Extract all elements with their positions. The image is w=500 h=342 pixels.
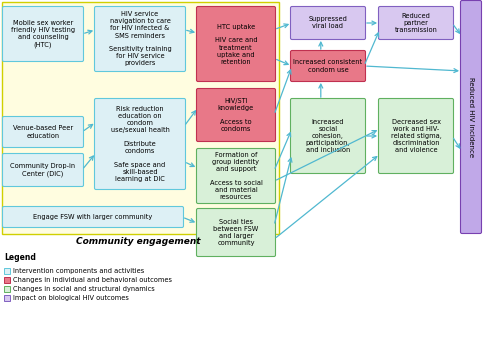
- Text: Legend: Legend: [4, 253, 36, 262]
- Bar: [4, 277, 10, 283]
- FancyBboxPatch shape: [460, 0, 481, 234]
- Text: Decreased sex
work and HIV-
related stigma,
discrimination
and violence: Decreased sex work and HIV- related stig…: [390, 119, 442, 153]
- FancyBboxPatch shape: [290, 98, 366, 173]
- Text: Suppressed
viral load: Suppressed viral load: [308, 16, 348, 29]
- Text: HIV service
navigation to care
for HIV infected &
SMS reminders

Sensitivity tra: HIV service navigation to care for HIV i…: [108, 12, 172, 66]
- Text: Venue-based Peer
education: Venue-based Peer education: [13, 126, 73, 139]
- FancyBboxPatch shape: [94, 6, 186, 71]
- Text: Risk reduction
education on
condom
use/sexual health

Distribute
condoms

Safe s: Risk reduction education on condom use/s…: [110, 106, 170, 182]
- Text: Changes in individual and behavioral outcomes: Changes in individual and behavioral out…: [13, 277, 172, 283]
- FancyBboxPatch shape: [2, 117, 84, 147]
- FancyBboxPatch shape: [2, 207, 184, 227]
- FancyBboxPatch shape: [196, 148, 276, 203]
- Bar: [2, 2, 279, 234]
- Text: Increased consistent
condom use: Increased consistent condom use: [294, 60, 362, 73]
- FancyBboxPatch shape: [196, 6, 276, 81]
- FancyBboxPatch shape: [290, 51, 366, 81]
- Bar: [4, 286, 10, 292]
- Text: Community engagement: Community engagement: [76, 237, 200, 247]
- Text: Mobile sex worker
friendly HIV testing
and counseling
(HTC): Mobile sex worker friendly HIV testing a…: [11, 20, 75, 48]
- Text: Impact on biological HIV outcomes: Impact on biological HIV outcomes: [13, 295, 129, 301]
- FancyBboxPatch shape: [196, 209, 276, 256]
- Text: HIV/STI
knowledge

Access to
condoms: HIV/STI knowledge Access to condoms: [218, 98, 254, 132]
- Text: Increased
social
cohesion,
participation,
and inclusion: Increased social cohesion, participation…: [306, 119, 350, 153]
- Text: Reduced
partner
transmission: Reduced partner transmission: [394, 13, 438, 33]
- FancyBboxPatch shape: [196, 89, 276, 142]
- Text: Formation of
group identity
and support

Access to social
and material
resources: Formation of group identity and support …: [210, 152, 262, 200]
- FancyBboxPatch shape: [290, 6, 366, 39]
- FancyBboxPatch shape: [94, 98, 186, 189]
- Bar: [4, 268, 10, 274]
- Text: Community Drop-in
Center (DIC): Community Drop-in Center (DIC): [10, 163, 76, 177]
- Text: Reduced HIV incidence: Reduced HIV incidence: [468, 77, 474, 157]
- Text: Engage FSW with larger community: Engage FSW with larger community: [34, 214, 152, 220]
- FancyBboxPatch shape: [2, 6, 84, 62]
- FancyBboxPatch shape: [2, 154, 84, 186]
- FancyBboxPatch shape: [378, 6, 454, 39]
- Text: Intervention components and activities: Intervention components and activities: [13, 268, 144, 274]
- FancyBboxPatch shape: [378, 98, 454, 173]
- Text: Changes in social and structural dynamics: Changes in social and structural dynamic…: [13, 286, 155, 292]
- Bar: [4, 295, 10, 301]
- Text: Social ties
between FSW
and larger
community: Social ties between FSW and larger commu…: [214, 219, 258, 246]
- Text: HTC uptake

HIV care and
treatment
uptake and
retention: HTC uptake HIV care and treatment uptake…: [214, 24, 258, 65]
